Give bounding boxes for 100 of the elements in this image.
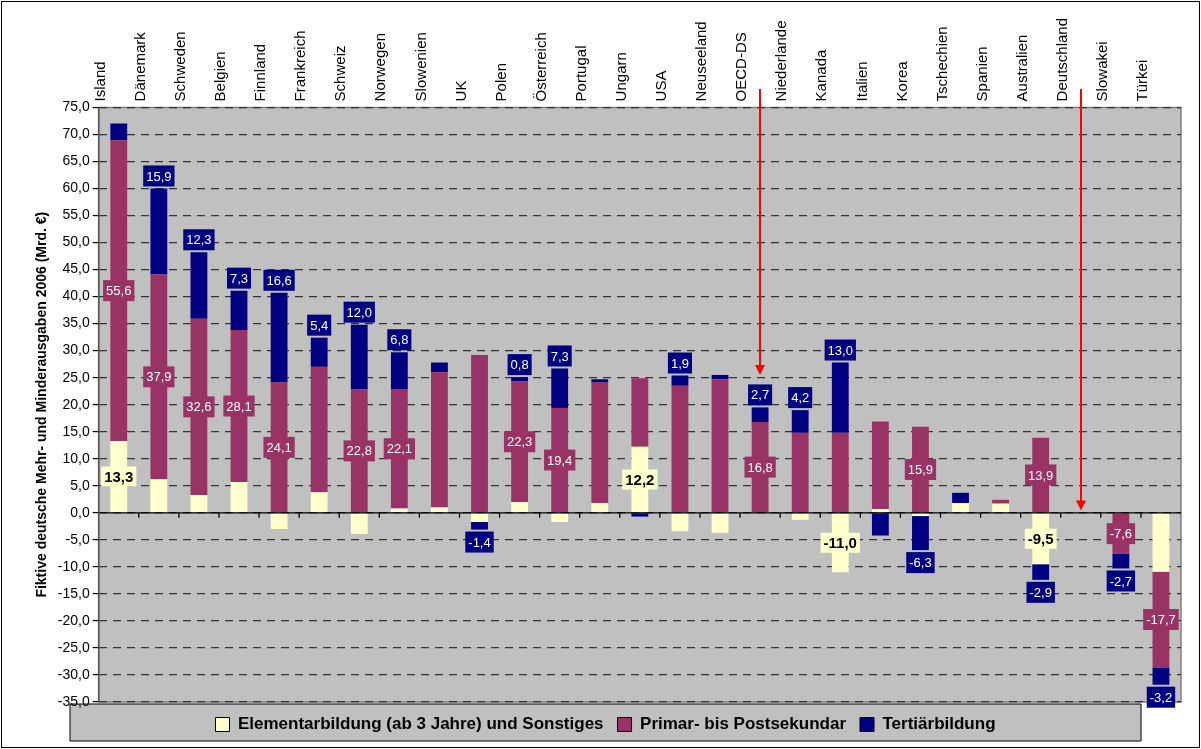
y-tick-label: 30,0 bbox=[62, 341, 90, 358]
x-tick-label: Tschechien bbox=[932, 26, 950, 102]
bar bbox=[591, 503, 609, 513]
data-label: -11,0 bbox=[823, 533, 857, 551]
y-tick-label: -5,0 bbox=[65, 530, 90, 547]
bar bbox=[230, 481, 248, 513]
data-label: 16,6 bbox=[266, 272, 292, 288]
data-label: 7,3 bbox=[229, 270, 249, 286]
x-tick-label: Deutschland bbox=[1052, 18, 1070, 102]
bar bbox=[390, 508, 408, 513]
data-label: -1,4 bbox=[468, 534, 491, 550]
bar bbox=[591, 379, 609, 383]
data-label: 37,9 bbox=[146, 369, 172, 385]
data-label: 15,9 bbox=[146, 168, 172, 184]
x-tick-label: Korea bbox=[892, 60, 910, 102]
x-tick-label: Kanada bbox=[812, 49, 830, 102]
bar bbox=[871, 513, 889, 536]
x-tick-label: Portugal bbox=[571, 45, 589, 102]
data-label: 22,3 bbox=[506, 434, 533, 450]
data-label: 16,8 bbox=[747, 459, 773, 475]
bar bbox=[190, 494, 208, 513]
y-tick-label: 35,0 bbox=[62, 314, 90, 331]
y-tick-label: -30,0 bbox=[57, 665, 90, 682]
y-tick-label: 5,0 bbox=[70, 476, 90, 493]
data-label: 4,2 bbox=[791, 390, 810, 406]
data-label: 22,1 bbox=[386, 441, 412, 457]
x-tick-label: Türkei bbox=[1133, 59, 1151, 102]
data-label: 19,4 bbox=[547, 452, 573, 468]
x-tick-label: Slowenien bbox=[411, 32, 429, 102]
data-label: 22,8 bbox=[346, 443, 372, 459]
bar bbox=[110, 123, 128, 141]
bar bbox=[551, 513, 569, 522]
y-tick-label: 50,0 bbox=[62, 233, 90, 250]
x-tick-label: USA bbox=[652, 70, 670, 102]
bar bbox=[992, 499, 1010, 504]
bar bbox=[431, 372, 448, 508]
data-label: 55,6 bbox=[106, 283, 132, 299]
data-label: -3,2 bbox=[1149, 689, 1173, 705]
bar bbox=[992, 503, 1010, 513]
x-tick-label: Australien bbox=[1012, 34, 1030, 102]
bar bbox=[711, 379, 729, 513]
x-tick-label: Norwegen bbox=[371, 33, 389, 102]
data-label: -6,3 bbox=[909, 555, 932, 571]
y-tick-label: 45,0 bbox=[62, 260, 90, 277]
bar bbox=[431, 507, 448, 513]
x-tick-label: Neuseeland bbox=[692, 21, 710, 102]
bar bbox=[711, 513, 729, 533]
bar bbox=[671, 385, 689, 513]
bar bbox=[671, 513, 689, 532]
y-tick-label: 0,0 bbox=[70, 503, 90, 520]
legend-label: Tertiärbildung bbox=[882, 714, 996, 734]
y-tick-label: -15,0 bbox=[57, 584, 90, 601]
bar bbox=[511, 501, 529, 513]
x-tick-label: Schweiz bbox=[331, 45, 349, 102]
x-tick-label: Ungarn bbox=[612, 52, 629, 102]
y-tick-label: 65,0 bbox=[62, 152, 90, 169]
data-label: -9,5 bbox=[1027, 529, 1054, 547]
y-axis-title: Fiktive deutsche Mehr- und Minderausgaben 2006 (Mrd. €) bbox=[33, 211, 50, 598]
data-label: -2,9 bbox=[1029, 584, 1052, 600]
bar bbox=[871, 509, 889, 513]
data-label: 0,8 bbox=[510, 357, 529, 373]
y-tick-label: -10,0 bbox=[57, 557, 90, 574]
bar bbox=[471, 354, 488, 513]
bar bbox=[631, 378, 649, 447]
data-label: -17,7 bbox=[1146, 612, 1176, 628]
bar bbox=[431, 362, 448, 373]
y-tick-label: 20,0 bbox=[62, 395, 90, 412]
y-tick-label: 40,0 bbox=[62, 287, 90, 304]
data-label: 5,4 bbox=[310, 317, 329, 333]
data-label: 12,2 bbox=[625, 470, 655, 488]
data-label: 13,0 bbox=[827, 342, 853, 358]
bar bbox=[1152, 513, 1170, 572]
data-label: 15,9 bbox=[907, 462, 934, 478]
data-label: 28,1 bbox=[226, 398, 252, 414]
y-tick-label: 25,0 bbox=[62, 368, 90, 385]
y-tick-label: -20,0 bbox=[57, 611, 90, 628]
x-tick-label: Finnland bbox=[251, 43, 269, 102]
bar bbox=[791, 432, 809, 513]
legend-label: Primar- bis Postsekundar bbox=[640, 714, 847, 734]
bar bbox=[471, 513, 488, 522]
y-tick-label: 55,0 bbox=[62, 206, 90, 223]
x-tick-label: UK bbox=[451, 80, 469, 102]
bar bbox=[791, 513, 809, 520]
legend-label: Elementarbildung (ab 3 Jahre) und Sonstiges bbox=[237, 714, 604, 734]
data-label: -7,6 bbox=[1109, 526, 1133, 542]
bar bbox=[871, 421, 889, 510]
x-tick-label: Dänemark bbox=[130, 31, 148, 102]
y-tick-label: 60,0 bbox=[62, 179, 90, 196]
data-label: -2,7 bbox=[1109, 573, 1133, 589]
bar bbox=[912, 513, 929, 517]
bar bbox=[150, 479, 168, 513]
data-label: 13,3 bbox=[104, 467, 134, 485]
data-label: 24,1 bbox=[266, 439, 292, 455]
x-tick-label: Spanien bbox=[972, 46, 990, 102]
x-tick-label: Slowakei bbox=[1093, 41, 1111, 102]
x-tick-label: Schweden bbox=[171, 31, 189, 102]
x-tick-label: Frankreich bbox=[291, 30, 309, 102]
data-label: 32,6 bbox=[186, 399, 212, 415]
bar bbox=[831, 432, 849, 513]
x-tick-label: Belgien bbox=[211, 51, 229, 102]
